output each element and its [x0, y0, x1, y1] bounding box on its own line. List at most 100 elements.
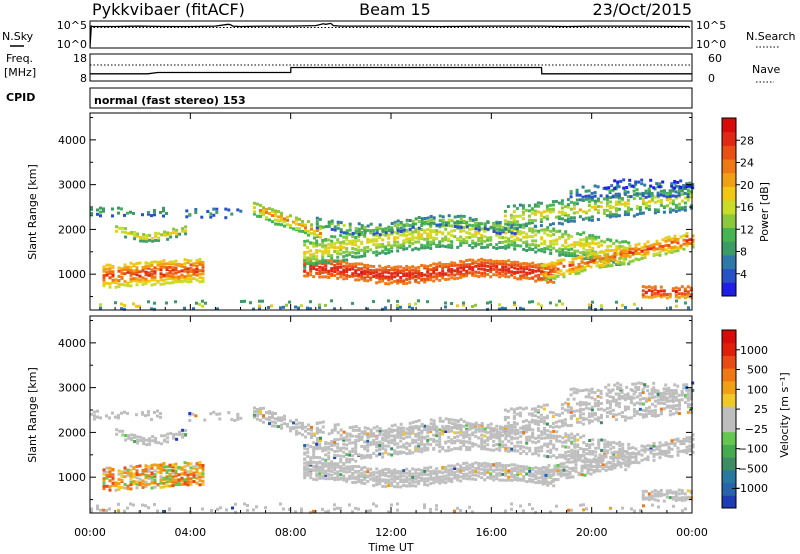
velocity-cell: [372, 439, 376, 442]
velocity-cell: [625, 451, 629, 455]
power-colorbar-tick-label-3: 16: [740, 201, 754, 214]
power-cell: [579, 251, 583, 255]
power-cell: [384, 227, 388, 231]
velocity-cell: [450, 473, 454, 477]
velocity-cell: [402, 450, 406, 454]
power-cell: [691, 242, 695, 246]
power-cell: [568, 270, 572, 274]
velocity-cell: [375, 443, 379, 447]
power-cell: [483, 271, 487, 275]
power-cell: [157, 236, 161, 240]
power-cell: [685, 241, 689, 245]
velocity-cell: [114, 415, 117, 419]
power-cell: [670, 246, 674, 250]
power-cell: [510, 235, 514, 239]
power-cell: [108, 282, 112, 286]
velocity-cell: [603, 449, 607, 453]
velocity-cell: [171, 463, 175, 467]
power-cell: [638, 206, 642, 209]
velocity-cell: [489, 476, 493, 480]
power-cell: [543, 231, 547, 235]
power-cell: [408, 219, 412, 222]
power-cell: [674, 203, 678, 207]
power-cell: [653, 288, 657, 292]
velocity-cell: [540, 480, 544, 484]
velocity-cell: [253, 410, 256, 414]
velocity-cell: [501, 440, 505, 444]
power-cell: [171, 266, 175, 270]
power-cell: [525, 271, 529, 275]
velocity-cell: [610, 464, 614, 468]
power-cell: [686, 189, 690, 193]
power-cell: [546, 228, 550, 232]
power-cell: [498, 224, 502, 228]
power-cell: [668, 292, 672, 296]
velocity-cell: [306, 473, 310, 477]
velocity-cell: [363, 430, 367, 433]
power-cell: [102, 267, 106, 271]
power-cell: [547, 275, 551, 279]
power-cell: [372, 228, 376, 232]
power-cell: [414, 275, 418, 278]
velocity-cell: [132, 480, 136, 484]
velocity-cell: [453, 439, 457, 443]
power-cell: [631, 259, 635, 263]
velocity-cell: [628, 454, 632, 458]
power-cell: [513, 233, 517, 237]
velocity-cell: [93, 414, 96, 418]
velocity-cell: [315, 421, 319, 425]
velocity-cell: [504, 434, 508, 438]
velocity-cell: [348, 477, 352, 481]
power-cell: [544, 278, 548, 282]
velocity-cell: [552, 484, 556, 488]
power-cell: [162, 282, 166, 286]
velocity-cell: [417, 419, 421, 423]
power-cell: [120, 267, 124, 271]
velocity-cell: [121, 433, 125, 437]
power-cell: [408, 227, 412, 231]
power-cell: [543, 228, 547, 232]
power-cell: [688, 238, 692, 242]
power-cell: [536, 204, 540, 208]
velocity-cell: [378, 482, 382, 486]
velocity-cell: [316, 431, 319, 435]
power-cell: [330, 221, 334, 225]
velocity-cell: [178, 433, 182, 437]
velocity-cell: [685, 436, 689, 440]
power-cell: [495, 233, 499, 237]
power-cell: [174, 277, 178, 281]
power-cell: [168, 260, 172, 264]
power-cell: [147, 279, 151, 283]
velocity-cell: [150, 471, 154, 475]
velocity-cell: [438, 445, 442, 449]
power-cell: [396, 231, 400, 235]
power-cell: [560, 217, 564, 221]
velocity-cell: [501, 443, 505, 447]
power-cell: [444, 305, 447, 309]
power-cell: [498, 225, 502, 229]
velocity-cell: [581, 408, 585, 411]
velocity-cell: [462, 424, 466, 428]
velocity-cell: [426, 446, 430, 450]
power-cell: [569, 195, 573, 199]
velocity-cell: [234, 502, 237, 506]
velocity-cell: [656, 401, 660, 405]
velocity-cell: [129, 474, 133, 478]
velocity-cell: [512, 410, 516, 414]
velocity-cell: [366, 448, 370, 452]
velocity-cell: [405, 441, 409, 445]
velocity-cell: [423, 448, 427, 452]
velocity-cell: [102, 477, 106, 481]
power-cell: [459, 221, 463, 224]
power-cell: [133, 230, 137, 234]
velocity-cell: [348, 465, 352, 469]
power-cell: [456, 276, 460, 280]
velocity-cell: [638, 412, 642, 416]
power-cell: [504, 262, 508, 266]
velocity-cell: [581, 422, 585, 426]
power-cell: [471, 233, 475, 237]
power-cell: [468, 244, 472, 247]
power-cell: [426, 277, 430, 281]
velocity-cell: [105, 414, 108, 418]
velocity-cell: [381, 471, 385, 475]
